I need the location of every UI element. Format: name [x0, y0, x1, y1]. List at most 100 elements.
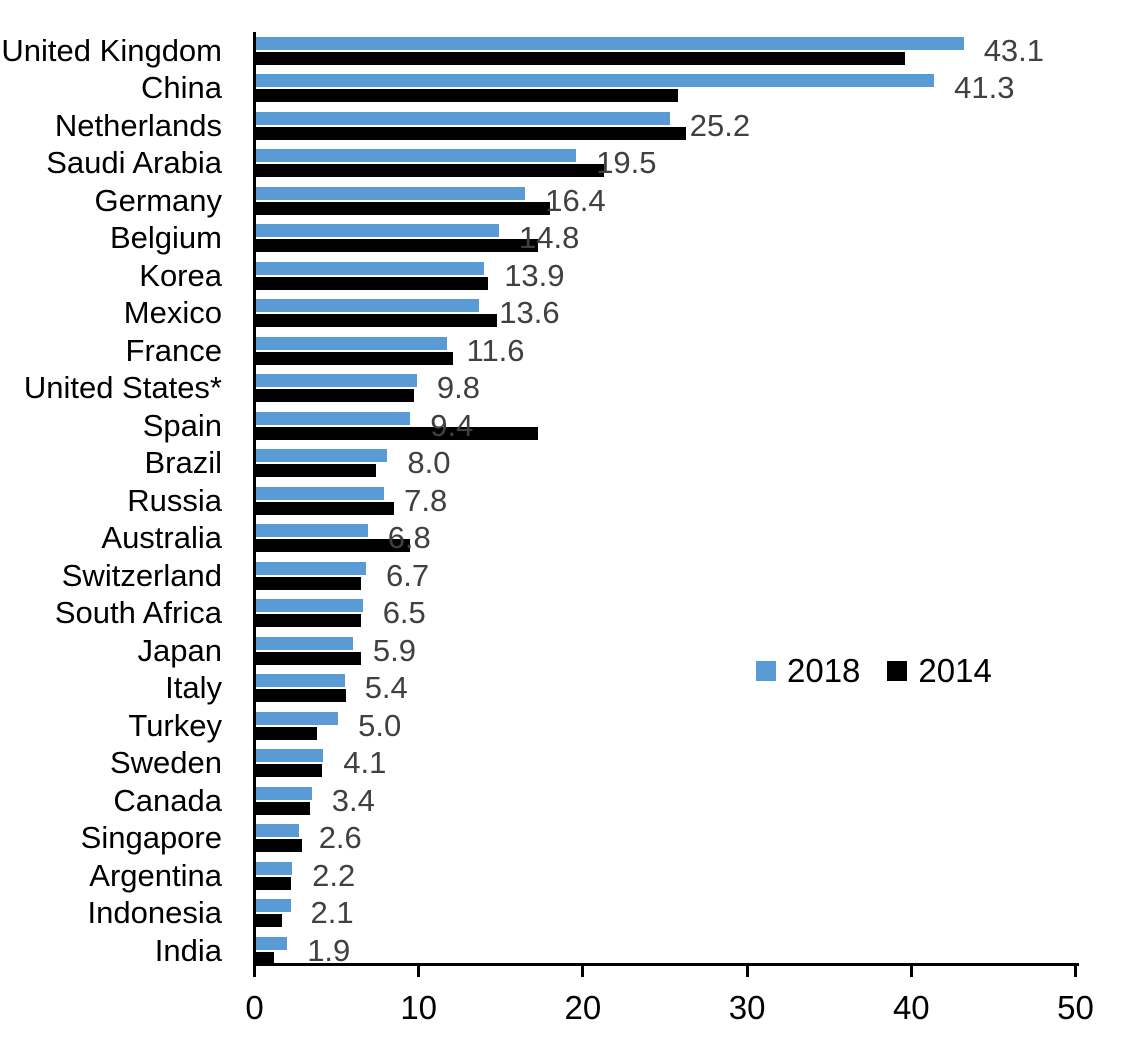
bar-2018: [256, 299, 480, 312]
value-label: 7.8: [404, 482, 448, 518]
bar-2014: [256, 651, 362, 665]
bar-2018: [256, 824, 299, 837]
bar-2018: [256, 749, 324, 762]
bar-2018: [256, 74, 935, 87]
bar-2014: [256, 51, 905, 65]
bar-2018: [256, 149, 577, 162]
axis-tick-label: 20: [564, 989, 602, 1026]
bar-2014: [256, 539, 411, 552]
bar-2018: [256, 899, 291, 912]
category-label: China: [141, 70, 222, 105]
bar-2018: [256, 524, 368, 537]
value-label: 6.8: [387, 520, 431, 555]
bar-2014: [256, 314, 498, 327]
category-label: India: [154, 932, 222, 968]
bar-2018: [256, 36, 964, 50]
value-label: 25.2: [689, 107, 751, 143]
bar-2018: [256, 374, 417, 387]
category-label: Germany: [94, 182, 222, 218]
bar-2014: [256, 239, 539, 252]
category-label: United States*: [23, 370, 222, 405]
value-label: 13.9: [504, 257, 565, 293]
category-label: Australia: [101, 520, 222, 555]
legend-label-2018: 2018: [787, 652, 861, 689]
axis-tick: [581, 966, 585, 977]
bar-2014: [256, 576, 362, 590]
category-label: Canada: [113, 782, 222, 818]
bar-2014: [256, 726, 317, 740]
value-label: 16.4: [545, 182, 606, 218]
value-label: 2.6: [318, 820, 362, 855]
category-label: Saudi Arabia: [46, 145, 222, 180]
value-label: 6.7: [386, 557, 430, 593]
value-label: 2.1: [310, 895, 354, 930]
bar-2014: [256, 351, 453, 365]
value-label: 1.9: [307, 932, 351, 968]
bar-2014: [256, 201, 550, 215]
bar-2018: [256, 861, 293, 875]
bar-2014: [256, 126, 687, 140]
category-label: Singapore: [80, 820, 222, 855]
bar-2018: [256, 336, 447, 350]
bar-2018: [256, 674, 345, 687]
bar-2018: [256, 411, 411, 425]
axis-tick: [253, 966, 256, 977]
value-label: 5.0: [358, 707, 402, 743]
bar-2018: [256, 224, 499, 237]
bar-2014: [256, 876, 291, 890]
bar-2018: [256, 561, 366, 575]
value-label: 11.6: [466, 332, 525, 368]
bar-2018: [256, 486, 385, 500]
value-label: 13.6: [499, 295, 560, 330]
value-label: 3.4: [331, 782, 375, 818]
bar-2018: [256, 599, 363, 612]
bar-2014: [256, 501, 394, 515]
value-label: 5.4: [364, 670, 408, 705]
bar-2018: [256, 636, 353, 650]
category-label: Belgium: [110, 220, 222, 255]
value-label: 2.2: [312, 857, 356, 893]
category-label: South Africa: [54, 595, 222, 630]
category-label: Italy: [165, 670, 222, 705]
category-label: Netherlands: [54, 107, 222, 143]
category-label: Indonesia: [87, 895, 222, 930]
category-label: Spain: [142, 407, 222, 443]
value-label: 19.5: [596, 145, 657, 180]
value-label: 14.8: [519, 220, 580, 255]
category-label: Switzerland: [61, 557, 222, 593]
category-label: France: [125, 332, 222, 368]
bar-2018: [256, 261, 485, 275]
value-label: 43.1: [983, 32, 1045, 68]
category-label: Turkey: [128, 707, 222, 743]
legend-item-2018: 2018: [756, 653, 860, 689]
axis-tick-label: 40: [892, 989, 930, 1026]
value-label: 8.0: [407, 445, 451, 480]
bar-2014: [256, 801, 311, 815]
bar-2014: [256, 764, 322, 777]
bar-2014: [256, 839, 302, 852]
legend-item-2014: 2014: [887, 653, 992, 689]
bar-2014: [256, 276, 488, 290]
category-label: Argentina: [89, 857, 222, 893]
bar-2014: [256, 89, 678, 102]
axis-tick: [745, 966, 749, 977]
value-label: 5.9: [372, 632, 416, 668]
bar-2014: [256, 614, 362, 627]
category-label: Mexico: [123, 295, 222, 330]
y-axis-line: [253, 32, 256, 963]
bar-2014: [256, 914, 283, 927]
axis-tick-label: 0: [245, 989, 264, 1026]
category-label: Brazil: [144, 445, 222, 480]
category-label: United Kingdom: [1, 32, 222, 68]
bar-2014: [256, 689, 347, 702]
x-axis-line: [253, 963, 1079, 966]
axis-tick-label: 10: [400, 989, 438, 1026]
bar-2014: [256, 389, 414, 402]
axis-tick: [909, 966, 913, 977]
bar-2018: [256, 111, 670, 125]
legend: 2018 2014: [756, 653, 992, 689]
axis-tick: [1074, 966, 1077, 977]
value-label: 41.3: [954, 70, 1015, 105]
axis-tick: [417, 966, 421, 977]
